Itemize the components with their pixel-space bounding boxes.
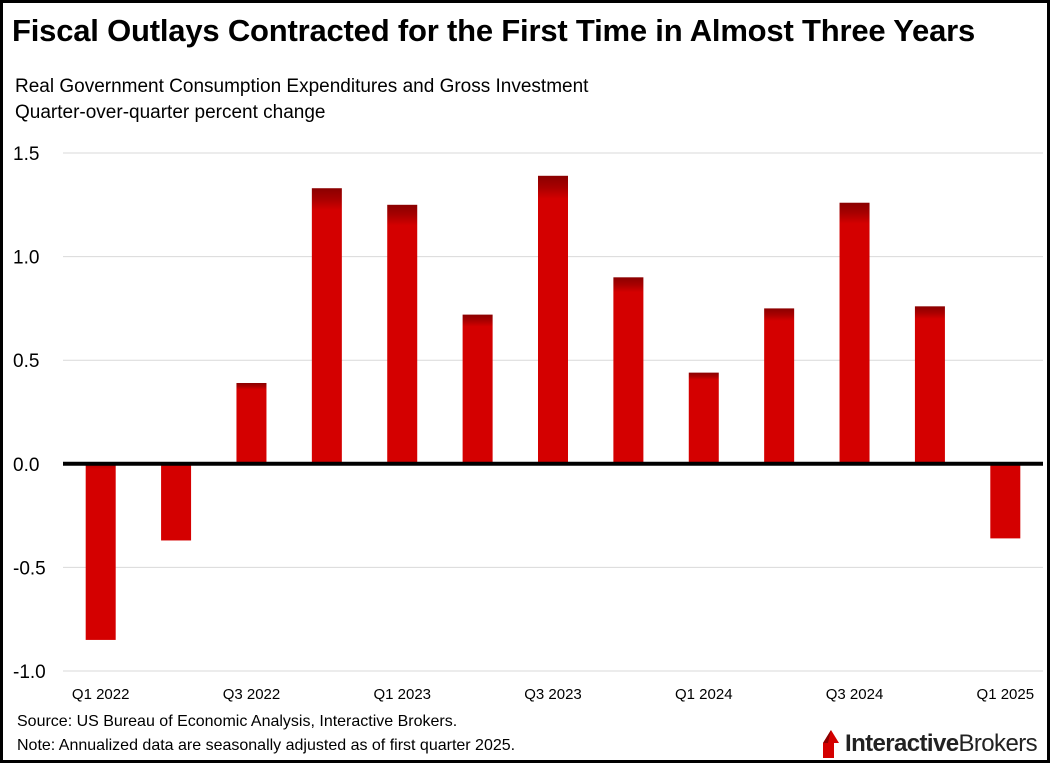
y-tick-label: 0.5 [13, 351, 39, 372]
y-tick-label: 1.0 [13, 248, 39, 269]
bar-q3-2023 [538, 175, 568, 464]
x-tick-label: Q3 2024 [826, 686, 884, 703]
chart-title: Fiscal Outlays Contracted for the First … [12, 13, 976, 48]
footnote: Note: Annualized data are seasonally adj… [17, 737, 516, 754]
y-axis-labels: 1.5 1.0 0.5 0.0 -0.5 -1.0 [13, 144, 46, 683]
logo-text-regular: Brokers [958, 730, 1038, 757]
bar-chart: 1.51.00.50.0-0.5-1.0 Q1 2022 Q3 2022 Q1 20… [13, 144, 1043, 703]
source-note: Source: US Bureau of Economic Analysis, … [17, 713, 458, 730]
logo-text: InteractiveBrokers [845, 730, 1038, 758]
bar-q1-2022 [85, 463, 116, 640]
bar-q2-2024 [764, 308, 795, 464]
bar-q4-2024 [914, 306, 945, 464]
x-tick-label: Q3 2022 [223, 686, 281, 703]
bar-q1-2023 [387, 204, 418, 464]
y-tick-label: 1.5 [13, 144, 39, 165]
x-tick-label: Q1 2022 [72, 686, 130, 703]
x-axis-labels: Q1 2022 Q3 2022 Q1 2023 Q3 2023 Q1 2024 Q3 20… [72, 686, 1034, 703]
x-tick-label: Q3 2023 [524, 686, 582, 703]
x-tick-label: Q1 2025 [977, 686, 1035, 703]
y-tick-label: 0.0 [13, 455, 39, 476]
x-tick-label: Q1 2024 [675, 686, 733, 703]
bar-q3-2024 [839, 202, 870, 464]
bar-q4-2022 [311, 188, 342, 464]
bar-q2-2022 [161, 463, 192, 541]
logo-text-bold: Interactive [845, 730, 959, 757]
ib-flame-icon [823, 730, 840, 758]
bar-q1-2024 [688, 372, 719, 464]
y-tick-label: -1.0 [13, 662, 46, 683]
interactive-brokers-logo: InteractiveBrokers [821, 728, 1038, 760]
y-tick-label: -0.5 [13, 558, 46, 579]
chart-subtitle: Real Government Consumption Expenditures… [15, 76, 589, 97]
bars [85, 175, 1021, 640]
bar-q4-2023 [613, 277, 644, 464]
bar-q1-2025 [990, 463, 1021, 539]
x-tick-label: Q1 2023 [373, 686, 431, 703]
bar-q3-2022 [236, 382, 267, 464]
chart-units: Quarter-over-quarter percent change [15, 102, 326, 123]
bar-q2-2023 [462, 314, 493, 464]
